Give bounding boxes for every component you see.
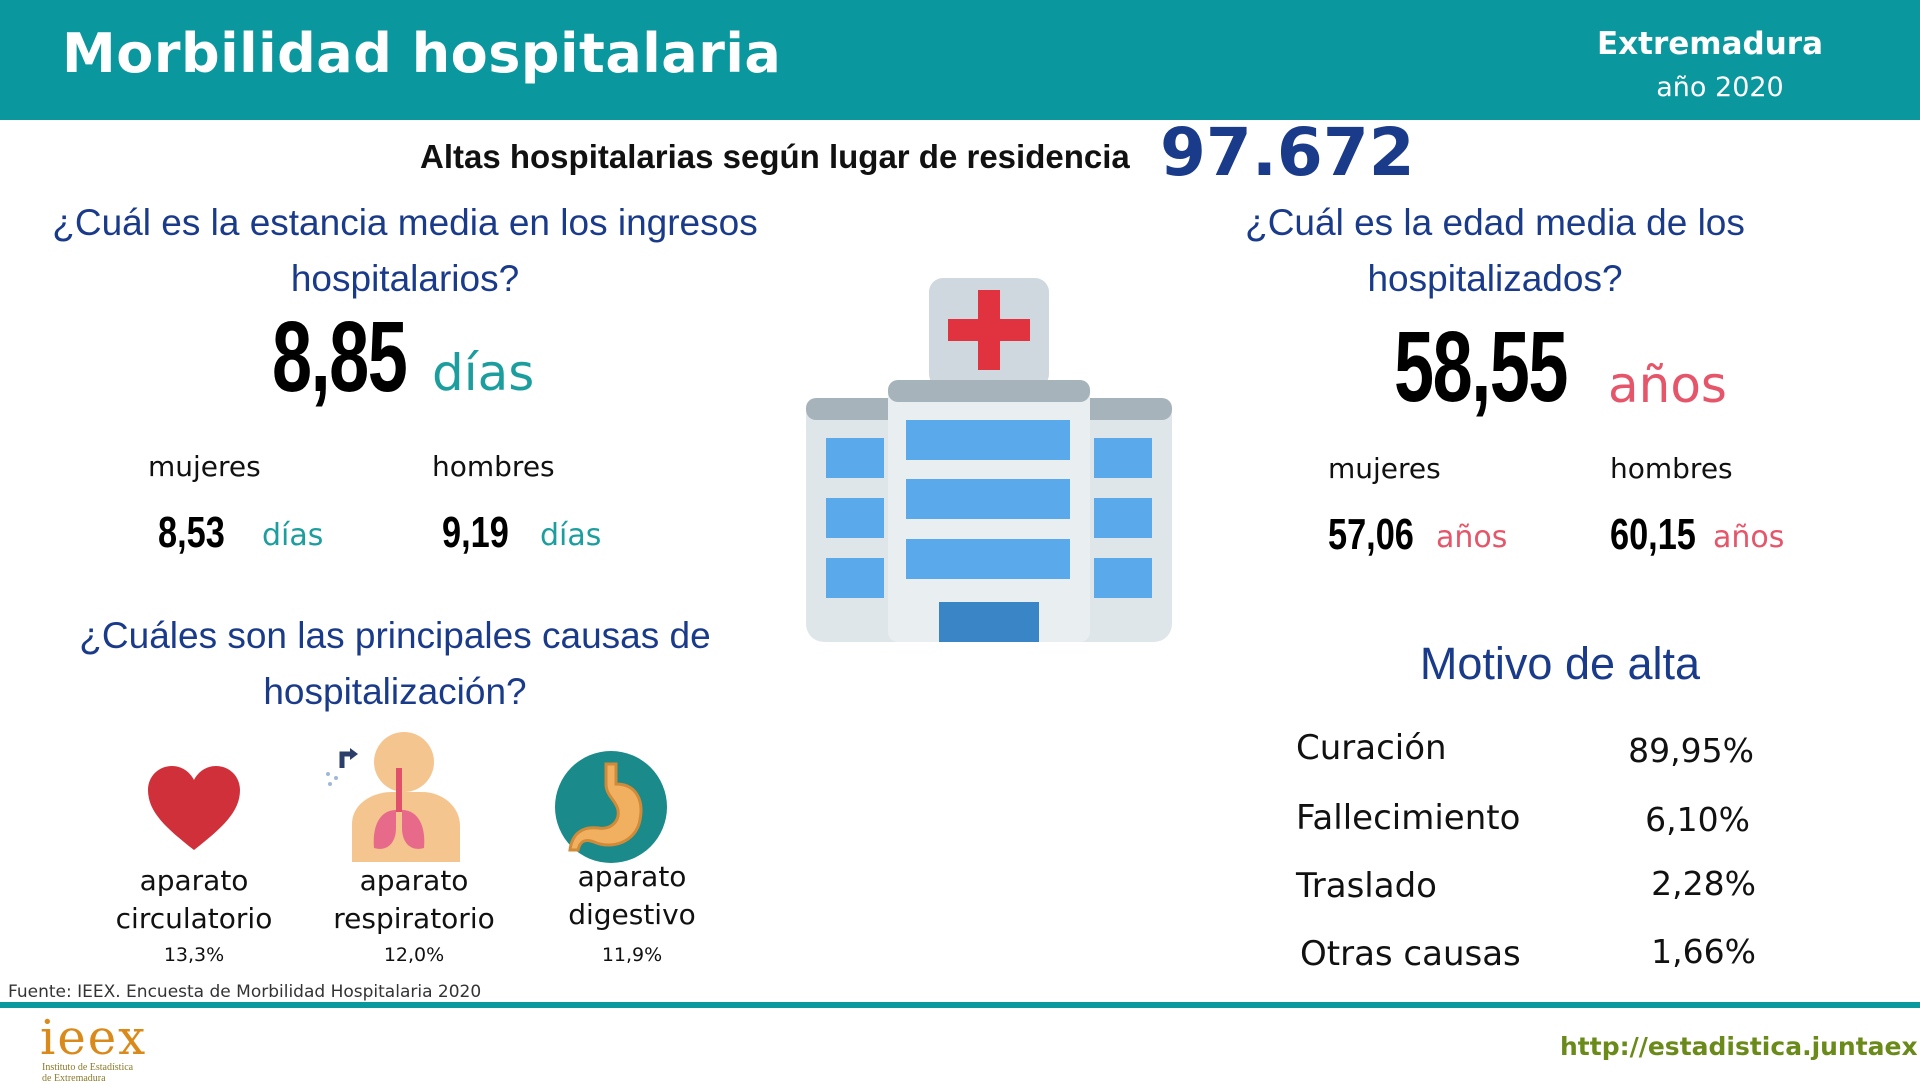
cause-respiratorio-pct: 12,0% <box>383 944 445 966</box>
cause-circulatorio-pct: 13,3% <box>163 944 225 966</box>
estancia-question-line2: hospitalarios? <box>290 258 520 299</box>
edad-women-label: mujeres <box>1328 452 1441 485</box>
cause-circulatorio-line2: circulatorio <box>115 902 273 935</box>
footer-divider <box>0 1002 1920 1008</box>
estancia-women-value: 8,53 <box>158 508 225 557</box>
ieex-logo-subtitle-line2: de Extremadura <box>42 1073 106 1084</box>
motivo-row-label: Fallecimiento <box>1296 798 1521 838</box>
cause-respiratorio-line1: aparato <box>359 864 469 897</box>
motivo-row-value: 6,10% <box>1645 800 1750 839</box>
altas-value: 97.672 <box>1160 114 1415 191</box>
edad-value: 58,55 <box>1394 311 1568 423</box>
motivo-row-value: 1,66% <box>1651 932 1756 971</box>
estancia-men-label: hombres <box>432 450 555 483</box>
cause-digestivo-line1: aparato <box>577 860 687 893</box>
cause-digestivo-line2: digestivo <box>568 898 696 931</box>
edad-women-unit: años <box>1436 520 1508 555</box>
motivo-row-value: 89,95% <box>1628 731 1754 770</box>
year-label: año 2020 <box>1656 72 1784 103</box>
stomach-icon <box>555 751 667 863</box>
cause-digestivo-pct: 11,9% <box>601 944 663 966</box>
ieex-logo-subtitle: Instituto de Estadística de Extremadura <box>42 1062 162 1084</box>
source-note: Fuente: IEEX. Encuesta de Morbilidad Hos… <box>8 982 482 1002</box>
edad-men-unit: años <box>1713 520 1785 555</box>
causas-question-line1: ¿Cuáles son las principales causas de <box>79 615 711 656</box>
motivo-row-label: Otras causas <box>1300 934 1521 974</box>
motivo-row-value: 2,28% <box>1651 864 1756 903</box>
cause-respiratorio-line2: respiratorio <box>333 902 495 935</box>
hospital-icon <box>806 278 1172 642</box>
estancia-question-line1: ¿Cuál es la estancia media en los ingres… <box>52 202 758 243</box>
ieex-logo: ieex <box>40 1010 148 1066</box>
edad-question: ¿Cuál es la edad media de los hospitaliz… <box>1180 195 1810 307</box>
edad-men-label: hombres <box>1610 452 1733 485</box>
edad-men-value: 60,15 <box>1610 510 1696 559</box>
estancia-men-unit: días <box>540 518 602 553</box>
motivo-row-label: Curación <box>1296 728 1447 768</box>
edad-unit: años <box>1608 356 1727 414</box>
estancia-women-unit: días <box>262 518 324 553</box>
edad-question-line2: hospitalizados? <box>1367 258 1623 299</box>
motivo-row-label: Traslado <box>1296 866 1437 906</box>
estancia-men-value: 9,19 <box>442 508 509 557</box>
cause-circulatorio-line1: aparato <box>139 864 249 897</box>
lungs-icon <box>326 732 460 862</box>
header-bar <box>0 0 1920 120</box>
cause-digestivo-label: aparato digestivo <box>532 858 732 934</box>
estancia-question: ¿Cuál es la estancia media en los ingres… <box>10 195 800 307</box>
edad-question-line1: ¿Cuál es la edad media de los <box>1245 202 1745 243</box>
estancia-value: 8,85 <box>272 301 408 413</box>
estancia-unit: días <box>432 344 535 402</box>
cause-circulatorio-label: aparato circulatorio <box>94 862 294 938</box>
motivo-title: Motivo de alta <box>1419 638 1701 689</box>
website-link[interactable]: http://estadistica.juntaex.es <box>1560 1032 1920 1061</box>
region-label: Extremadura <box>1597 26 1823 62</box>
cause-respiratorio-label: aparato respiratorio <box>314 862 514 938</box>
estancia-women-label: mujeres <box>148 450 261 483</box>
heart-icon <box>148 766 240 850</box>
causas-question-line2: hospitalización? <box>263 671 527 712</box>
altas-label: Altas hospitalarias según lugar de resid… <box>420 138 1130 175</box>
ieex-logo-subtitle-line1: Instituto de Estadística <box>42 1062 134 1073</box>
edad-women-value: 57,06 <box>1328 510 1414 559</box>
causas-question: ¿Cuáles son las principales causas de ho… <box>10 608 780 720</box>
page-title: Morbilidad hospitalaria <box>62 22 782 85</box>
